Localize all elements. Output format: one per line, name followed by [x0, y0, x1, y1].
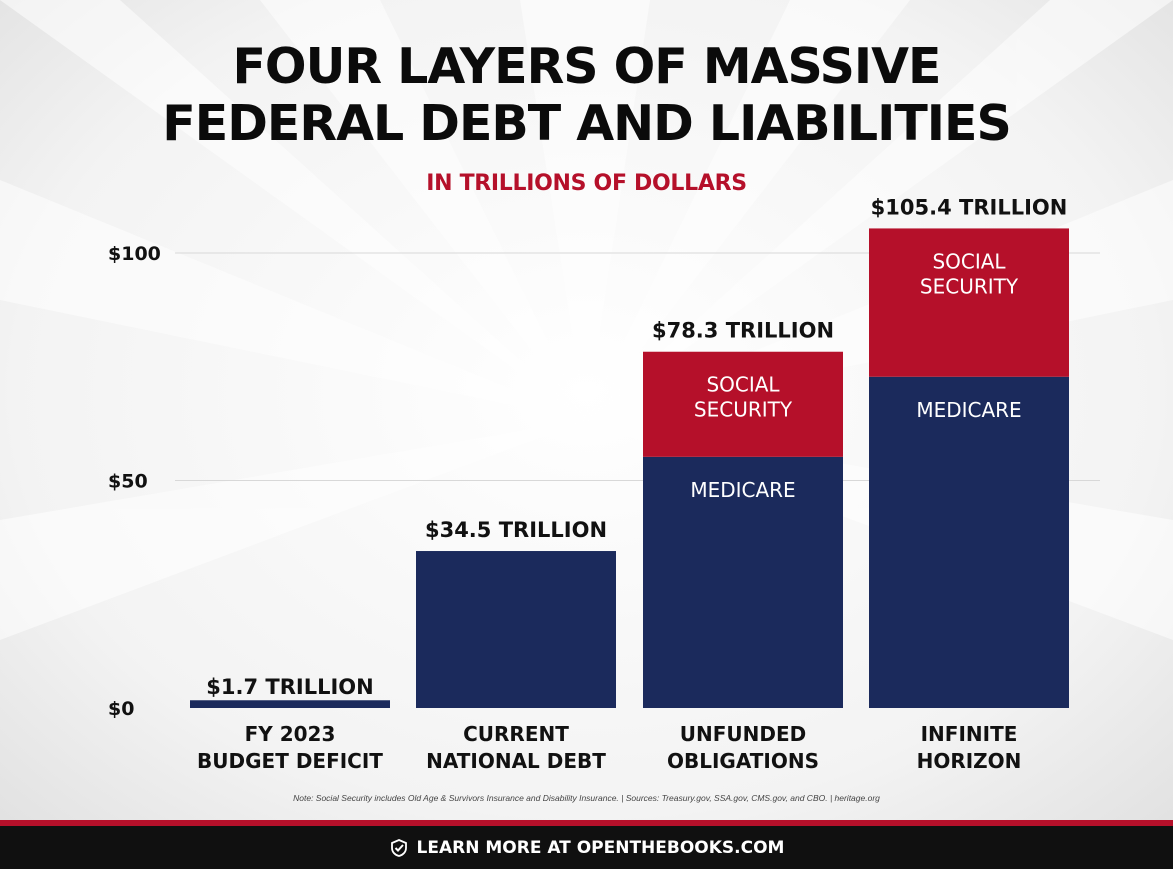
- category-label-line-1: CURRENT: [463, 722, 569, 746]
- bar-segment: [416, 551, 616, 708]
- chart-subtitle: IN TRILLIONS OF DOLLARS: [426, 171, 747, 196]
- footer-link-text: LEARN MORE AT OPENTHEBOOKS.COM: [416, 837, 785, 858]
- category-label-line-1: INFINITE: [921, 722, 1018, 746]
- category-label-line-2: BUDGET DEFICIT: [197, 749, 383, 773]
- segment-label: SECURITY: [694, 398, 793, 422]
- bar-segment: [643, 456, 843, 708]
- checkmark-shield-icon: [390, 838, 407, 857]
- y-tick-label: $0: [108, 698, 134, 720]
- bar-segment: [869, 228, 1069, 377]
- footer-bar: LEARN MORE AT OPENTHEBOOKS.COM: [0, 826, 1173, 869]
- bar-segment: [190, 700, 390, 708]
- category-label-line-1: UNFUNDED: [680, 722, 806, 746]
- labels: $1.7 TRILLION FY 2023 BUDGET DEFICIT $34.5 …: [197, 195, 1067, 773]
- bar-total-label: $78.3 TRILLION: [652, 319, 834, 343]
- bar-total-label: $1.7 TRILLION: [206, 675, 373, 699]
- bar-segment: [643, 351, 843, 457]
- learn-more-link[interactable]: LEARN MORE AT OPENTHEBOOKS.COM: [389, 837, 785, 858]
- page-title-line-2: FEDERAL DEBT AND LIABILITIES: [162, 95, 1012, 152]
- source-note: Note: Social Security includes Old Age &…: [293, 793, 880, 803]
- bar-total-label: $105.4 TRILLION: [871, 195, 1068, 219]
- category-label-line-2: OBLIGATIONS: [667, 749, 819, 773]
- segment-label: SOCIAL: [932, 249, 1006, 273]
- footer-accent-stripe: [0, 820, 1173, 826]
- bars: [190, 228, 1069, 708]
- y-axis: $0 $50 $100: [108, 243, 161, 720]
- bar-total-label: $34.5 TRILLION: [425, 518, 607, 542]
- segment-label: SOCIAL: [706, 373, 780, 397]
- page-title-line-1: FOUR LAYERS OF MASSIVE: [232, 38, 941, 95]
- segment-label: MEDICARE: [916, 398, 1021, 422]
- category-label-line-2: HORIZON: [917, 749, 1022, 773]
- segment-label: MEDICARE: [690, 478, 795, 502]
- category-label-line-2: NATIONAL DEBT: [426, 749, 606, 773]
- y-tick-label: $100: [108, 243, 161, 265]
- y-tick-label: $50: [108, 471, 148, 493]
- segment-label: SECURITY: [920, 274, 1019, 298]
- category-label-line-1: FY 2023: [245, 722, 336, 746]
- bar-segment: [869, 376, 1069, 708]
